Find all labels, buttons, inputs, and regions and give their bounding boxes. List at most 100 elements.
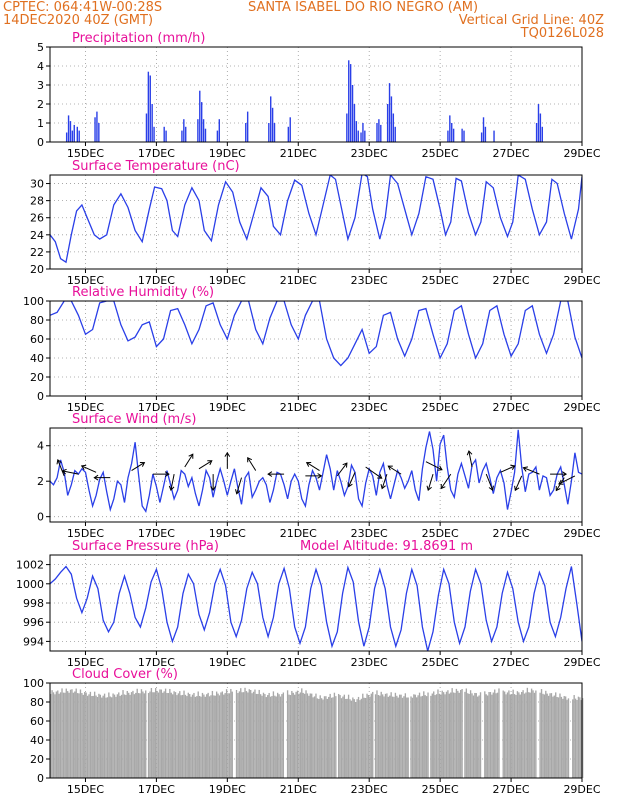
cloud-ytick-label: 0 xyxy=(37,772,44,785)
cloud-bar xyxy=(298,693,300,778)
cloud-bar xyxy=(221,691,224,778)
precip-bar xyxy=(78,130,80,142)
cloud-bar xyxy=(349,699,351,778)
cloud-bar xyxy=(519,694,521,778)
cloud-bar xyxy=(352,697,354,778)
cloud-bar xyxy=(215,691,218,778)
cloud-bar xyxy=(99,694,102,778)
cloud-bar xyxy=(398,694,401,778)
cloud-bar xyxy=(505,694,507,778)
cloud-bar xyxy=(342,696,344,778)
cloud-bar xyxy=(247,692,249,778)
cloud-bar xyxy=(359,700,361,778)
cloud-bar xyxy=(225,689,228,778)
cloud-bar xyxy=(489,692,492,778)
cloud-bar xyxy=(567,698,570,778)
cloud-bar xyxy=(475,693,477,778)
cloud-bar xyxy=(522,690,524,778)
cloud-bar xyxy=(323,696,326,778)
precip-bar xyxy=(289,117,291,142)
precip-bar xyxy=(69,121,72,142)
cloud-bar xyxy=(528,692,530,778)
station-coords: CPTEC: 064:41W-00:28S xyxy=(3,0,163,15)
wind-line xyxy=(50,429,582,514)
cloud-bar xyxy=(268,692,270,778)
precip-bar xyxy=(348,60,350,142)
cloud-bar xyxy=(64,692,66,778)
cloud-bar xyxy=(220,692,222,778)
temperature-xtick-label: 23DEC xyxy=(351,274,388,287)
precip-bar xyxy=(541,126,543,142)
wind-arrow-head xyxy=(387,465,393,471)
cloud-bar xyxy=(370,693,372,778)
wind-arrow xyxy=(131,462,145,471)
cloud-bar xyxy=(271,696,273,778)
pressure-xtick-label: 21DEC xyxy=(280,656,317,669)
pressure-subtitle: Model Altitude: 91.8691 m xyxy=(300,539,473,554)
wind-arrow xyxy=(468,450,473,468)
cloud-xtick-label: 23DEC xyxy=(351,783,388,796)
cloud-bar xyxy=(309,693,311,778)
cloud-bar xyxy=(539,692,541,778)
cloud-bar xyxy=(445,691,448,778)
temperature-xtick-label: 17DEC xyxy=(138,274,175,287)
cloud-bar xyxy=(404,693,407,778)
cloud-bar xyxy=(166,692,168,778)
wind-arrow xyxy=(558,475,576,485)
precip-bar xyxy=(273,123,276,142)
cloud-bar xyxy=(197,691,199,778)
cloud-bar xyxy=(98,693,100,778)
cloud-bar xyxy=(167,693,170,778)
precipitation-frame xyxy=(49,46,583,143)
cloud-bar xyxy=(355,701,357,778)
cloud-bar xyxy=(200,696,202,778)
precip-bar xyxy=(390,96,393,142)
precip-bar xyxy=(65,132,68,142)
cloud-bar xyxy=(75,688,77,778)
cloud-bar xyxy=(550,693,553,778)
cloud-bar xyxy=(523,693,526,778)
wind-arrow xyxy=(62,470,79,475)
cloud-bar xyxy=(413,694,415,778)
cloud-bar xyxy=(279,696,282,778)
precipitation-xtick-label: 23DEC xyxy=(351,147,388,160)
cloud-bar xyxy=(322,699,324,778)
cloud-xtick-label: 15DEC xyxy=(67,783,104,796)
cloud-bar xyxy=(477,696,479,778)
cloud-bar xyxy=(101,697,103,778)
wind-arrow xyxy=(57,459,65,477)
cloud-bar xyxy=(193,692,195,778)
cloud-bar xyxy=(84,692,86,778)
temperature-ytick-label: 20 xyxy=(30,263,44,276)
wind-arrow-head xyxy=(342,462,348,468)
cloud-bar xyxy=(380,691,382,778)
cloud-bar xyxy=(529,692,531,778)
pressure-ytick-label: 1000 xyxy=(16,578,44,591)
pressure-ytick-label: 998 xyxy=(23,597,44,610)
cloud-bar xyxy=(442,692,445,778)
cloud-bar xyxy=(492,692,494,778)
pressure-xtick-label: 15DEC xyxy=(67,656,104,669)
cloud-bar xyxy=(139,693,141,778)
temperature-title: Surface Temperature (nC) xyxy=(72,159,240,174)
temperature-xtick-label: 29DEC xyxy=(563,274,600,287)
run-date: 14DEC2020 40Z (GMT) xyxy=(3,13,154,28)
cloud-bar xyxy=(96,696,99,778)
precip-bar xyxy=(493,130,495,142)
wind-arrow xyxy=(306,462,320,471)
cloud-bar xyxy=(340,698,343,778)
cloud-bar xyxy=(397,697,399,778)
temperature-ytick-label: 28 xyxy=(30,195,44,208)
cloud-bar xyxy=(68,692,70,778)
wind-arrow-head xyxy=(437,465,443,471)
wind-arrow-head xyxy=(488,485,494,491)
cloud-bar xyxy=(267,695,269,778)
cloud-bar xyxy=(319,695,321,778)
cloud-bar xyxy=(119,695,121,778)
cloud-bar xyxy=(160,689,163,778)
cloud-bar xyxy=(379,695,381,778)
cloud-bar xyxy=(295,691,297,778)
precip-bar xyxy=(218,119,220,142)
pressure-xtick-label: 29DEC xyxy=(563,656,600,669)
cloud-bar xyxy=(414,694,416,778)
